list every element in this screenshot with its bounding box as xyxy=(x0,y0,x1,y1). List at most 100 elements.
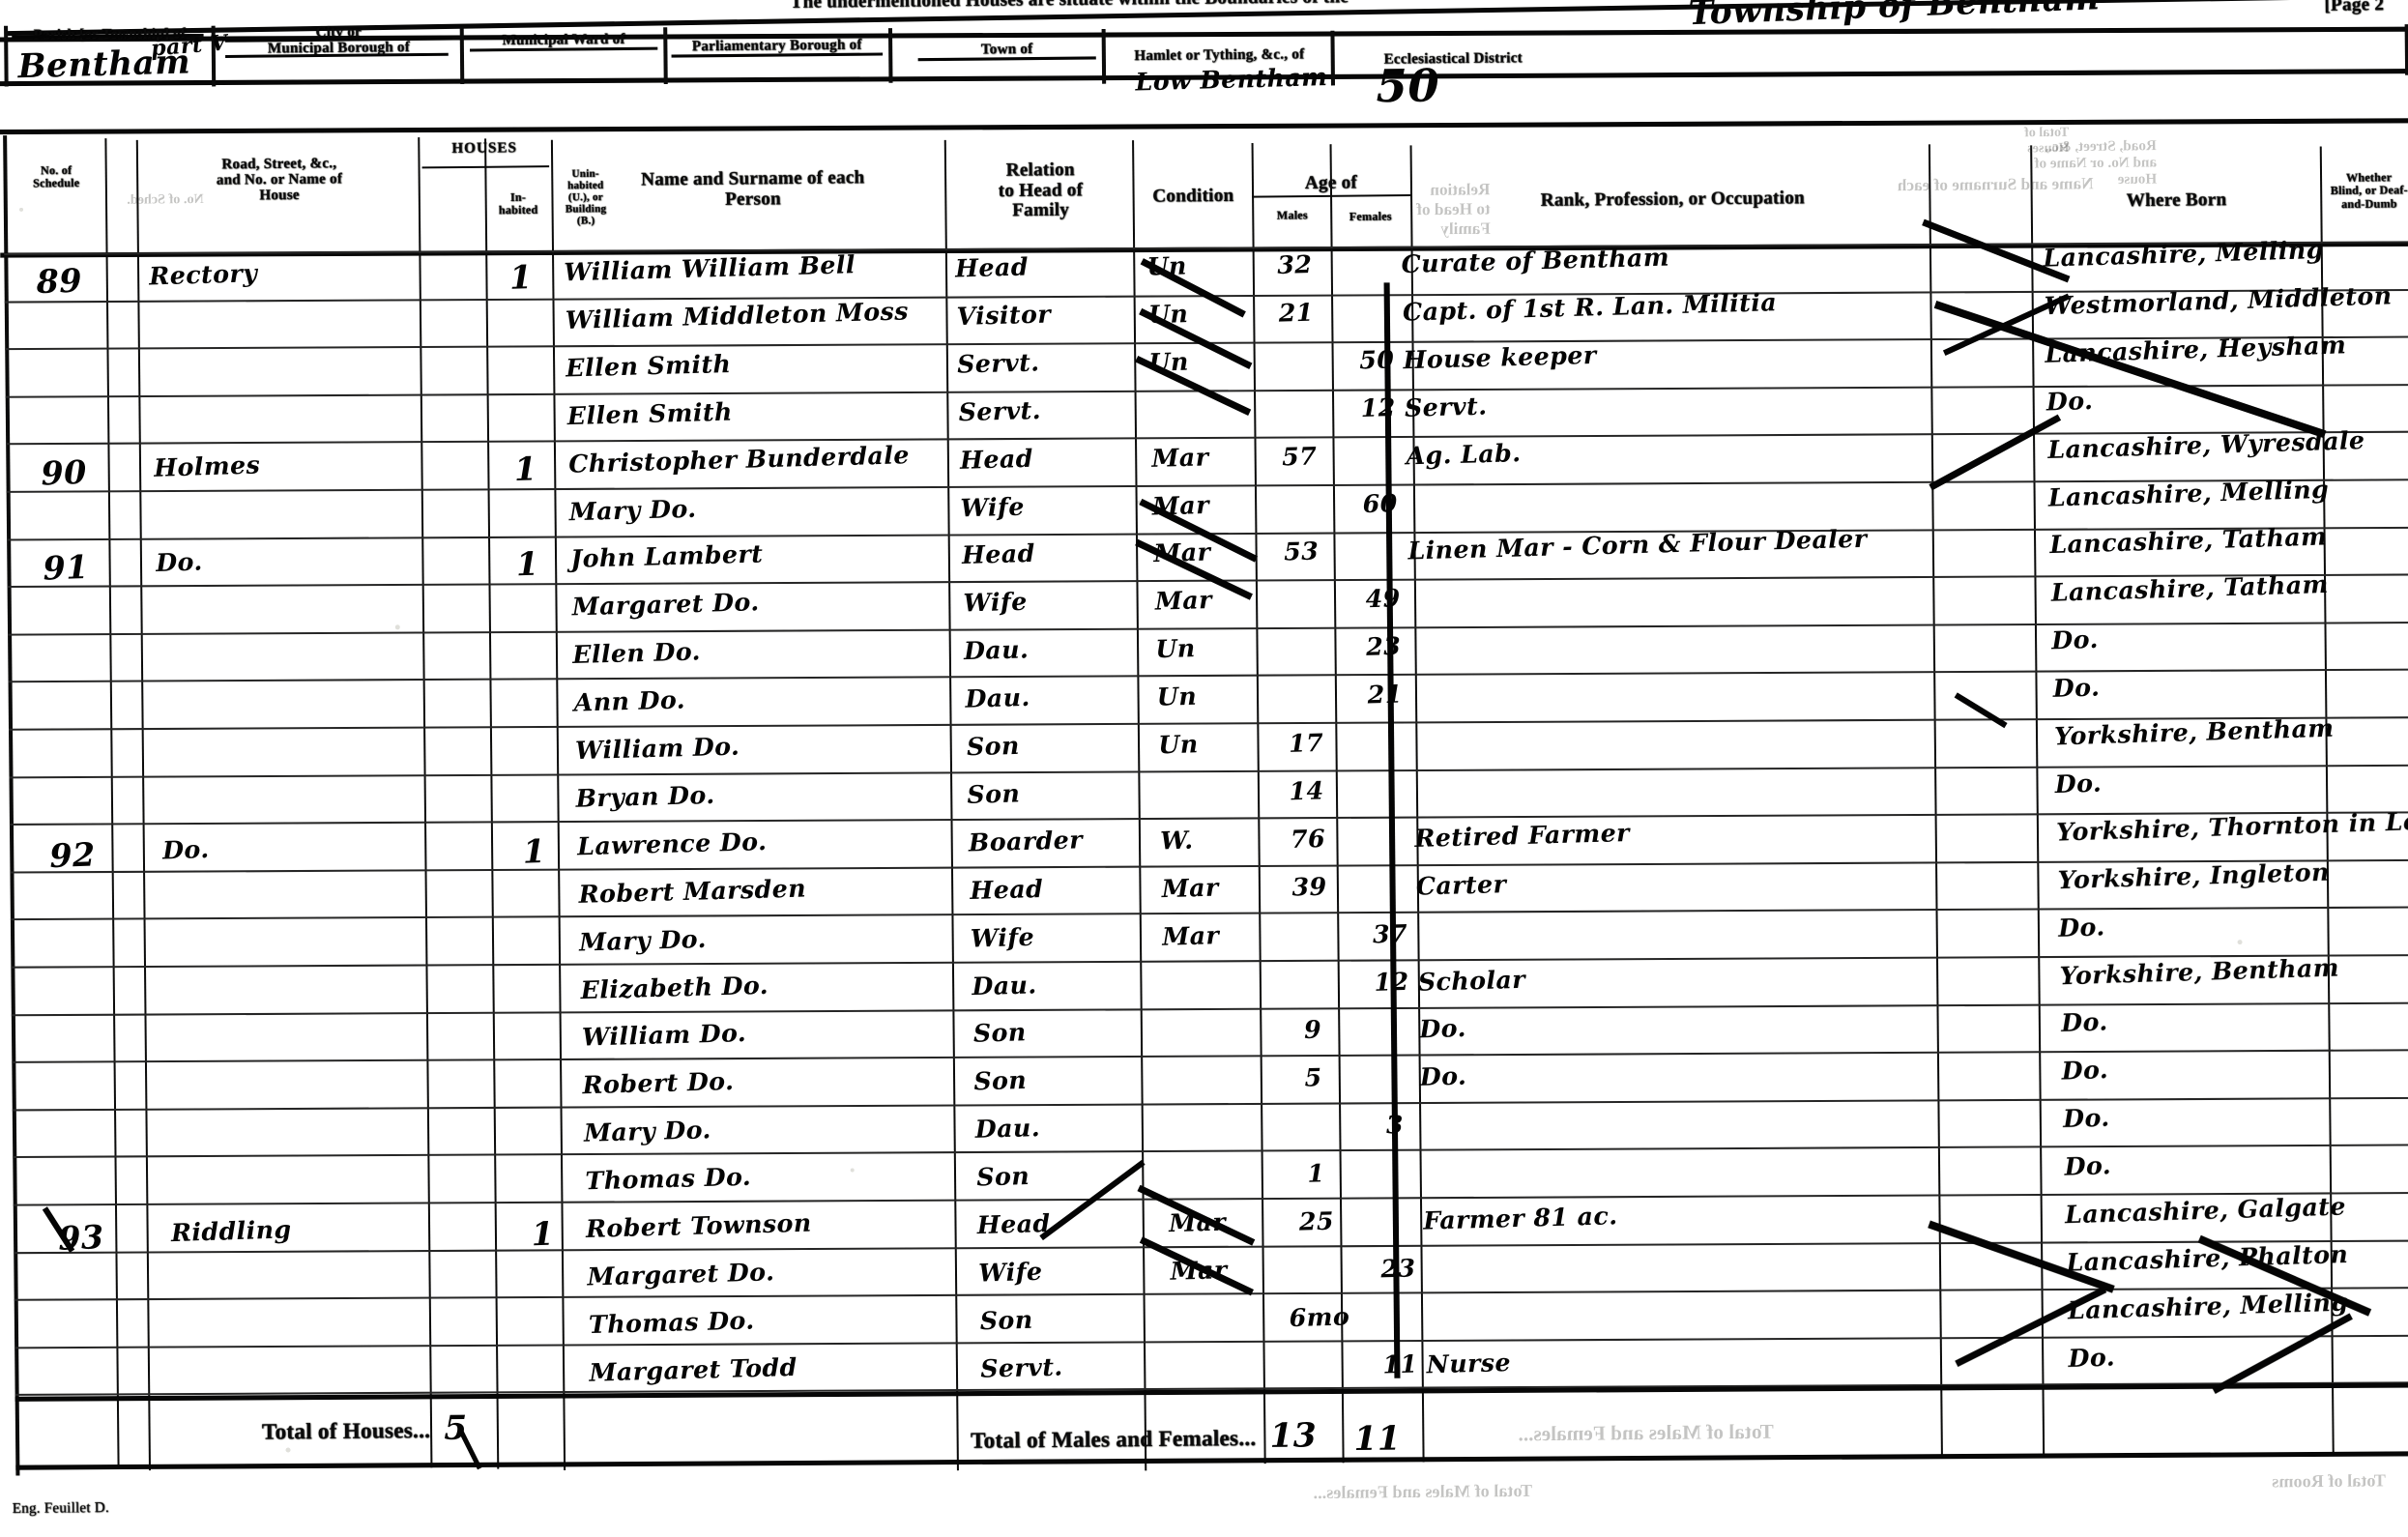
cell-relation: Wife xyxy=(978,1254,1153,1287)
place-label-ecclesiastical: Ecclesiastical District xyxy=(1341,50,1566,69)
cell-relation: Son xyxy=(972,1015,1147,1048)
total-houses-label: Total of Houses... xyxy=(168,1419,430,1446)
row-rule xyxy=(11,907,2408,920)
cell-relation: Servt. xyxy=(957,345,1132,378)
cell-female: 21 xyxy=(1352,680,1418,710)
row-rule xyxy=(13,1145,2408,1158)
cell-relation: Son xyxy=(973,1062,1148,1095)
total-persons-label: Total of Males and Females... xyxy=(845,1427,1256,1455)
cell-name: Ann Do. xyxy=(573,679,953,717)
cell-occupation: Capt. of 1st R. Lan. Militia xyxy=(1402,284,1919,327)
colheader-disability: Whether Blind, or Deaf- and-Dumb xyxy=(2324,171,2408,212)
cell-schedule: 92 xyxy=(29,834,116,876)
cell-born: Lancashire, Galgate xyxy=(2065,1189,2408,1229)
cell-born: Lancashire, Melling xyxy=(2043,233,2408,273)
cell-name: Thomas Do. xyxy=(585,1157,965,1196)
cell-relation: Servt. xyxy=(958,393,1133,426)
cell-name: Christopher Bunderdale xyxy=(567,439,947,478)
total-males-value: 13 xyxy=(1269,1416,1317,1456)
col-div-inhabited xyxy=(484,138,499,1468)
cell-name: Lawrence Do. xyxy=(577,822,957,860)
colheader-schedule: No. of Schedule xyxy=(9,163,102,189)
cell-born: Lancashire, Tatham xyxy=(2049,520,2408,560)
cell-occupation: Farmer 81 ac. xyxy=(1423,1193,1940,1235)
cell-condition: Un xyxy=(1158,728,1259,759)
cell-occupation: Servt. xyxy=(1405,380,1922,422)
colheader-inhabited: In- habited xyxy=(487,190,550,217)
cell-road: Do. xyxy=(156,541,419,578)
cell-male: 5 xyxy=(1281,1063,1347,1093)
cell-relation: Head xyxy=(959,441,1134,474)
cell-road: Holmes xyxy=(153,446,416,482)
colheader-age-females: Females xyxy=(1332,210,1408,223)
cell-condition: W. xyxy=(1160,824,1261,855)
cell-name: Robert Marsden xyxy=(578,870,958,909)
row-rule xyxy=(9,764,2408,777)
cell-born: Lancashire, Melling xyxy=(2048,472,2408,511)
table-left-border xyxy=(3,135,19,1475)
cell-inhab: 1 xyxy=(493,257,549,297)
cell-born: Do. xyxy=(2055,759,2408,798)
cell-female: 60 xyxy=(1348,488,1413,518)
cell-relation: Son xyxy=(966,728,1141,761)
row-rule xyxy=(14,1192,2408,1205)
page-label: [Page 2 xyxy=(2324,0,2408,15)
col-div-schedule xyxy=(104,138,119,1468)
place-col-divider-7 xyxy=(2405,24,2408,75)
cell-name: Thomas Do. xyxy=(588,1300,968,1339)
cell-relation: Dau. xyxy=(974,1111,1149,1144)
place-col-divider-5 xyxy=(1102,29,1107,84)
cell-name: Elizabeth Do. xyxy=(580,966,960,1004)
cell-condition: Un xyxy=(1146,250,1247,281)
cell-occupation: House keeper xyxy=(1403,332,1920,374)
col-div-uninhabited xyxy=(551,140,566,1470)
cell-name: John Lambert xyxy=(570,535,950,573)
cell-occupation: Nurse xyxy=(1426,1336,1943,1378)
whereborn-x-mark-2b xyxy=(1929,415,2061,491)
colheader-age-males: Males xyxy=(1256,209,1328,222)
cell-born: Lancashire, Tatham xyxy=(2050,567,2408,607)
strike-ward-label xyxy=(470,47,657,52)
cell-schedule: 91 xyxy=(22,547,109,589)
row-rule xyxy=(10,859,2408,873)
cell-male: 6mo xyxy=(1287,1302,1352,1332)
cell-condition: Un xyxy=(1155,632,1256,663)
cell-name: William Do. xyxy=(581,1013,961,1052)
cell-male: 14 xyxy=(1274,776,1340,806)
place-col-divider-0 xyxy=(4,26,9,87)
cell-schedule: 89 xyxy=(15,260,102,302)
place-col-divider-6 xyxy=(1330,31,1335,86)
row-rule xyxy=(9,669,2408,682)
cell-schedule: 90 xyxy=(20,451,107,493)
cell-name: Robert Townson xyxy=(586,1204,966,1243)
cell-relation: Wife xyxy=(960,489,1135,522)
cell-name: Robert Do. xyxy=(582,1061,962,1100)
row-rule xyxy=(15,1335,2408,1348)
totals-bottom-rule xyxy=(15,1451,2408,1469)
row-rule xyxy=(11,954,2408,968)
cell-male: 53 xyxy=(1268,536,1334,566)
row-rule xyxy=(10,812,2408,826)
cell-relation: Son xyxy=(979,1302,1154,1335)
cell-relation: Servt. xyxy=(980,1349,1155,1382)
cell-relation: Head xyxy=(970,872,1145,905)
col-div-road-inner xyxy=(136,140,151,1470)
colheader-name: Name and Surname of each Person xyxy=(563,167,943,211)
cell-name: Mary Do. xyxy=(584,1109,964,1147)
row-rule xyxy=(13,1097,2408,1111)
bleed-through-totals: Total of Males and Females... xyxy=(1518,1420,1774,1447)
cell-relation: Dau. xyxy=(964,632,1139,665)
place-col-divider-4 xyxy=(888,28,893,83)
cell-name: Mary Do. xyxy=(569,487,949,526)
row-rule xyxy=(12,1001,2408,1015)
row-rule xyxy=(12,1049,2408,1062)
cell-name: Margaret Do. xyxy=(587,1253,967,1291)
cell-occupation: Linen Mar - Corn & Flour Dealer xyxy=(1407,523,1925,566)
cell-male: 21 xyxy=(1263,298,1329,328)
cell-name: Ellen Do. xyxy=(572,630,952,669)
cell-male: 32 xyxy=(1262,249,1327,279)
cell-relation: Head xyxy=(955,249,1130,282)
cell-name: Margaret Todd xyxy=(589,1348,969,1386)
